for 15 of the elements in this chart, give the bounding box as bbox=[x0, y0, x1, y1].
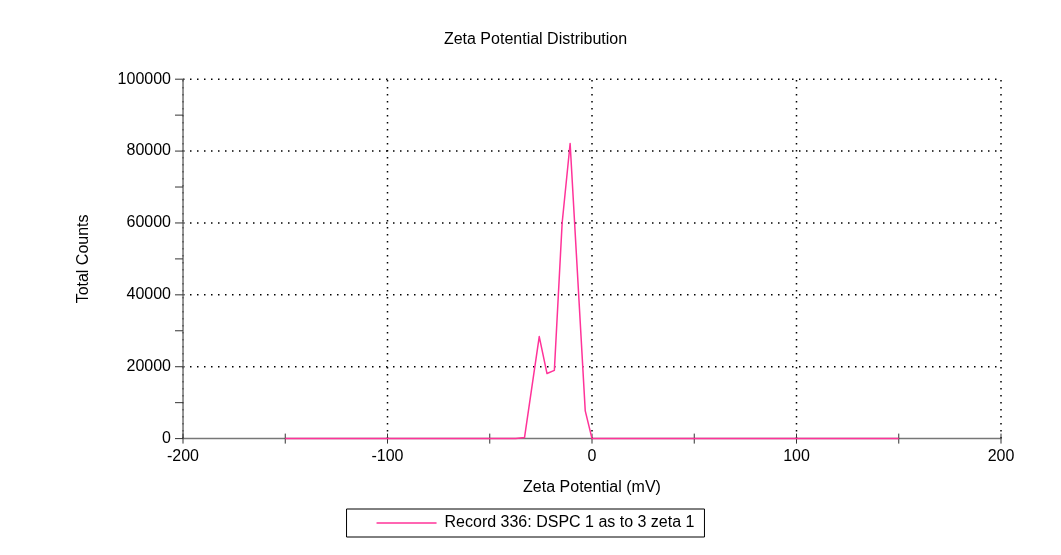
y-tick-label: 0 bbox=[162, 429, 172, 447]
y-tick-label: 100000 bbox=[117, 69, 172, 87]
x-tick-label: 100 bbox=[783, 446, 810, 464]
chart-title: Zeta Potential Distribution bbox=[443, 30, 628, 48]
x-tick-label: -200 bbox=[166, 446, 200, 464]
y-axis-title: Total Counts bbox=[74, 214, 92, 304]
legend-label: Record 336: DSPC 1 as to 3 zeta 1 bbox=[444, 513, 695, 531]
x-tick-label: 200 bbox=[987, 446, 1015, 464]
x-tick-label: -100 bbox=[371, 446, 404, 464]
y-tick-label: 80000 bbox=[126, 141, 172, 159]
x-axis-title: Zeta Potential (mV) bbox=[523, 477, 661, 495]
y-tick-label: 60000 bbox=[126, 213, 172, 231]
y-tick-label: 20000 bbox=[126, 357, 172, 375]
y-tick-label: 40000 bbox=[126, 285, 172, 303]
x-tick-label: 0 bbox=[587, 446, 597, 464]
